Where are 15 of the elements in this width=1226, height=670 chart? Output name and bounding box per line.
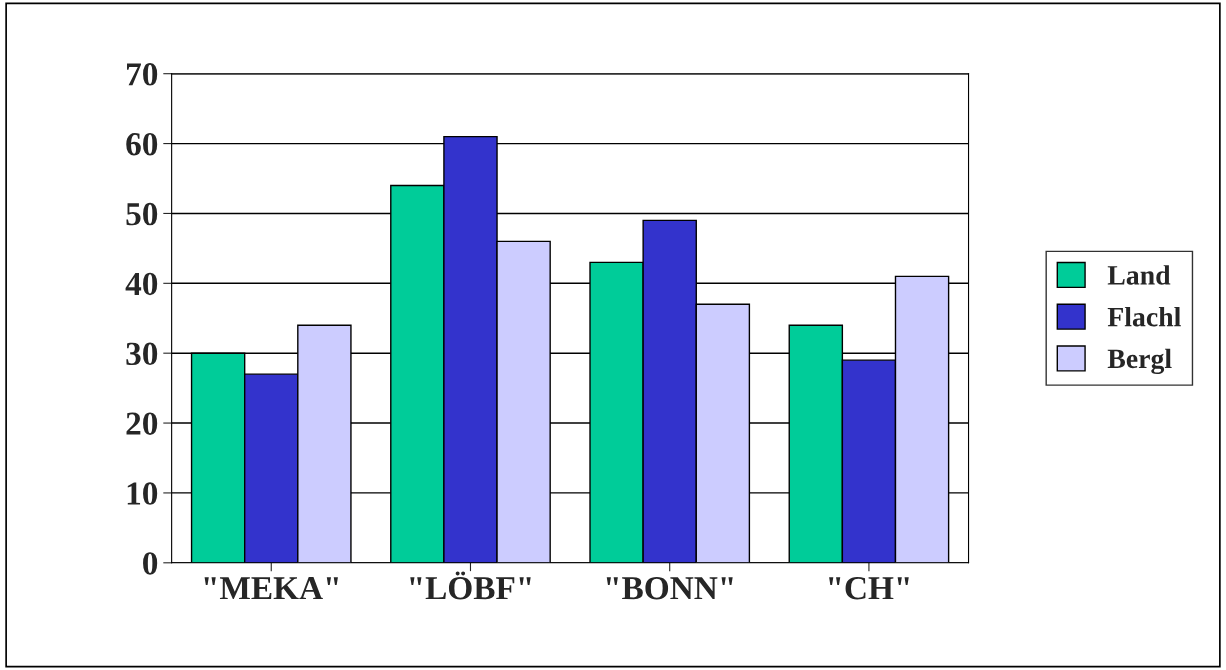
y-tick-label: 20: [126, 412, 158, 435]
x-tick-label: "LÖBF": [410, 571, 531, 600]
y-tick-label: 0: [143, 552, 158, 575]
y-tick-label: 60: [126, 132, 158, 156]
y-tick-label: 50: [126, 202, 158, 226]
y-tick-label: 10: [127, 482, 158, 505]
y-tick-label: 30: [126, 342, 158, 366]
y-tick-label: 40: [125, 272, 158, 296]
legend-label: Bergl: [1107, 348, 1172, 375]
legend-label: Land: [1107, 265, 1171, 285]
x-tick-label: "CH": [829, 577, 909, 600]
legend-label: Flachl: [1107, 306, 1181, 327]
x-tick-label: "BONN": [606, 577, 733, 600]
y-tick-label: 70: [127, 63, 158, 86]
x-tick-label: "MEKA": [204, 577, 338, 600]
